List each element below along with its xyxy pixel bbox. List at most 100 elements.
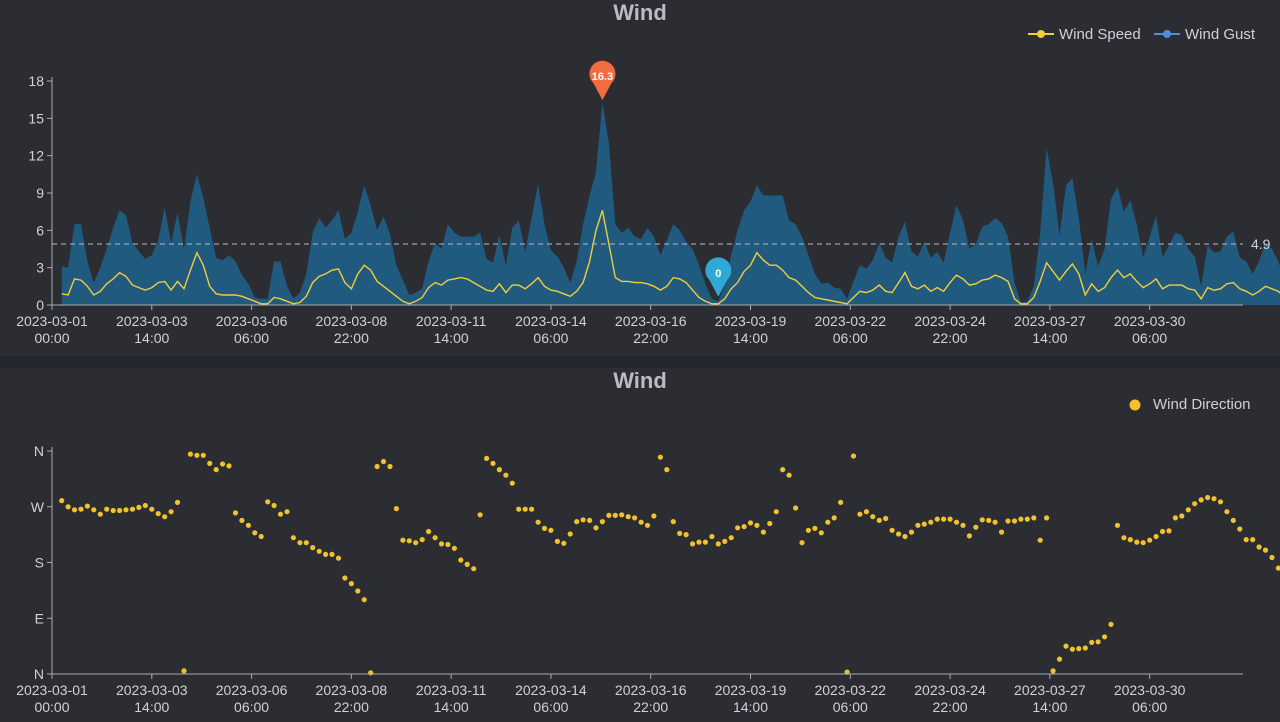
wind-direction-point	[245, 522, 251, 528]
x-tick-date: 2023-03-30	[1114, 682, 1186, 698]
x-tick-time: 06:00	[1132, 330, 1167, 346]
wind-direction-point	[574, 519, 580, 525]
wind-direction-point	[870, 514, 876, 520]
wind-direction-point	[696, 539, 702, 545]
legend-gust-marker	[1163, 30, 1171, 38]
wind-direction-point	[1127, 537, 1133, 543]
wind-direction-point	[438, 541, 445, 547]
wind-direction-point	[220, 461, 226, 467]
wind-direction-point	[677, 530, 683, 536]
wind-direction-point	[187, 451, 193, 457]
wind-direction-point	[799, 540, 805, 546]
wind-direction-point	[136, 504, 142, 510]
y-tick-label: 15	[28, 110, 44, 126]
wind-direction-point	[561, 540, 567, 546]
wind-direction-point	[838, 499, 844, 505]
wind-direction-point	[934, 516, 940, 522]
wind-direction-point	[979, 517, 985, 523]
x-tick-date: 2023-03-06	[216, 682, 288, 698]
wind-direction-point	[921, 521, 927, 527]
min-value-pin-label: 0	[715, 268, 721, 280]
legend-direction-marker	[1129, 399, 1141, 411]
wind-direction-point	[715, 541, 721, 547]
y-tick-label: E	[35, 610, 44, 626]
wind-direction-point	[812, 525, 818, 531]
wind-direction-point	[690, 541, 696, 547]
wind-direction-point	[387, 463, 393, 470]
wind-direction-point	[1211, 496, 1217, 502]
wind-direction-point	[1275, 565, 1280, 571]
wind-direction-point	[844, 669, 850, 675]
wind-direction-point	[194, 452, 200, 458]
wind-direction-point	[155, 511, 161, 517]
y-tick-label: 3	[36, 260, 44, 276]
wind-direction-point	[773, 509, 779, 515]
x-tick-time: 06:00	[234, 330, 269, 346]
wind-direction-point	[1198, 497, 1204, 503]
wind-direction-point	[316, 548, 322, 554]
wind-direction-point	[1011, 518, 1018, 524]
wind-direction-point	[162, 514, 168, 520]
x-tick-time: 06:00	[234, 699, 269, 715]
wind-direction-point	[348, 581, 354, 587]
x-tick-time: 06:00	[533, 699, 568, 715]
wind-direction-point	[883, 515, 889, 522]
chart-title-bottom: Wind	[613, 368, 667, 393]
wind-direction-point	[361, 597, 367, 603]
wind-direction-point	[1230, 517, 1236, 523]
wind-direction-point	[670, 519, 676, 525]
legend-speed-marker	[1037, 30, 1045, 38]
wind-direction-point	[393, 506, 399, 512]
wind-direction-point	[580, 517, 586, 523]
wind-speed-line	[61, 210, 1280, 305]
wind-direction-point	[110, 507, 116, 514]
wind-direction-point	[509, 480, 515, 486]
x-tick-date: 2023-03-22	[814, 682, 886, 698]
y-tick-label: 9	[36, 185, 44, 201]
wind-direction-point	[541, 525, 548, 531]
wind-direction-point	[432, 535, 438, 541]
wind-direction-point	[464, 561, 470, 567]
wind-direction-point	[928, 519, 934, 525]
wind-direction-point	[1262, 547, 1269, 553]
wind-direction-point	[1217, 499, 1224, 505]
wind-direction-point	[310, 545, 316, 551]
wind-direction-point	[567, 531, 573, 537]
wind-direction-point	[1205, 494, 1211, 501]
wind-direction-point	[966, 533, 973, 539]
wind-direction-point	[947, 516, 953, 522]
x-tick-time: 00:00	[34, 699, 69, 715]
wind-direction-point	[200, 452, 206, 458]
wind-direction-point	[593, 525, 599, 531]
wind-direction-point	[632, 515, 638, 521]
x-tick-time: 22:00	[334, 330, 369, 346]
wind-direction-point	[329, 551, 335, 557]
wind-direction-point	[65, 504, 71, 510]
wind-direction-point	[129, 506, 136, 512]
x-tick-time: 22:00	[933, 699, 968, 715]
wind-direction-point	[548, 527, 554, 533]
wind-direction-point	[207, 460, 213, 466]
wind-direction-point	[484, 455, 490, 461]
y-tick-label: N	[34, 443, 44, 459]
wind-direction-point	[619, 512, 625, 518]
x-tick-time: 14:00	[733, 699, 768, 715]
x-tick-date: 2023-03-27	[1014, 682, 1086, 698]
wind-direction-point	[741, 524, 747, 530]
wind-direction-point	[123, 507, 129, 513]
max-value-pin	[589, 60, 616, 101]
wind-direction-point	[953, 519, 960, 525]
wind-speed-chart: 03691215182023-03-0100:002023-03-0314:00…	[16, 26, 1280, 346]
wind-direction-point	[1108, 621, 1114, 627]
wind-direction-point	[664, 467, 670, 473]
x-tick-date: 2023-03-03	[116, 682, 188, 698]
wind-direction-point	[1005, 518, 1011, 524]
wind-direction-point	[767, 520, 773, 527]
x-tick-time: 14:00	[733, 330, 768, 346]
wind-direction-point	[522, 506, 528, 512]
wind-gust-area	[61, 102, 1280, 305]
x-tick-date: 2023-03-19	[715, 313, 787, 329]
wind-direction-point	[638, 519, 644, 525]
wind-direction-point	[490, 460, 496, 466]
wind-direction-point	[1018, 516, 1024, 522]
